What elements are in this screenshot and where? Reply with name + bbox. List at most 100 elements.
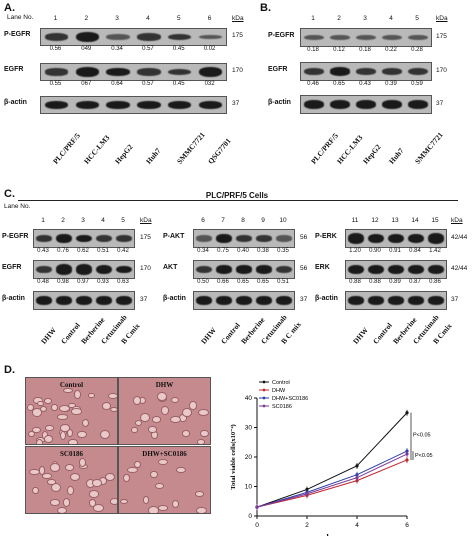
kda-value: 37 [140,295,148,303]
growth-chart: 0 10 20 30 40 0 2 4 6 days Total viable cells(x10⁻… [230,380,433,536]
densitometry-value: 0.88 [369,279,381,285]
lane-number: 3 [115,15,119,22]
band [276,265,292,274]
lane-number: 4 [146,15,150,22]
densitometry-value: 0.56 [49,46,62,52]
band [198,67,223,77]
cell [88,392,96,399]
cell [104,472,116,481]
band [348,264,364,275]
x-axis-label: days [324,533,340,536]
band [198,34,223,40]
band [368,296,384,305]
lane-number: 3 [81,217,85,224]
sample-label: DHW [39,325,58,346]
band [382,100,402,109]
densitometry-value: 0.55 [49,81,62,87]
band [96,296,112,305]
cell [63,388,74,394]
band [408,264,424,275]
row-label: P-AKT [163,232,185,240]
data-point [355,476,359,480]
densitometry-value: 1.42 [429,248,441,254]
cell [68,438,78,444]
cell [157,392,167,401]
cell [196,506,207,513]
band [304,100,324,109]
cell [39,405,48,413]
blot-strip [300,62,432,81]
blot-strip [40,63,227,81]
lane-number: 5 [176,15,181,22]
densitometry-value: 0.46 [307,81,319,87]
densitometry-value: 0.18 [307,47,319,53]
cell [35,439,43,444]
y-tick-label: 30 [245,425,253,432]
cell [78,458,86,468]
cell [134,461,141,469]
sample-label: Control [219,320,242,346]
lane-number: 8 [241,217,245,224]
densitometry-value: 0.28 [411,47,423,53]
cell [32,426,41,434]
band [348,233,364,244]
sample-label: HepG2 [361,142,383,166]
data-point [355,464,359,468]
band [428,264,444,275]
cell [151,416,161,423]
micrograph-label: Control [59,381,84,389]
band [137,68,161,76]
band [116,296,132,305]
cell [32,486,39,494]
row-label: EGFR [268,65,288,73]
blot-strip [345,291,447,310]
band [56,234,72,243]
data-point [305,492,309,496]
band [236,296,252,305]
band [388,264,404,275]
sample-label: Control [371,320,394,346]
band [44,101,69,109]
densitometry-value: 0.42 [117,248,129,254]
cell [198,408,209,416]
lane-number: 1 [311,15,315,22]
band [382,34,402,41]
densitometry-value: 0.97 [77,279,89,285]
cell [188,401,198,411]
series-line [256,459,408,508]
cell [102,402,112,410]
densitometry-value: 0.66 [217,279,229,285]
sample-label: HepG2 [113,142,135,166]
band [428,296,444,305]
band [256,235,272,242]
data-point [405,411,409,415]
cell [57,414,68,420]
lane-number: 4 [101,217,105,224]
densitometry-value: 0.34 [111,46,123,52]
row-label: β-actin [163,294,186,302]
band [330,67,350,76]
kda-value: 175 [232,32,243,39]
band [330,35,350,40]
row-label: EGFR [4,66,24,73]
cell [50,499,61,506]
cell [38,466,45,475]
cell [59,423,71,432]
lane-number: 1 [53,15,58,22]
densitometry-value: 0.18 [359,47,371,53]
band [168,101,192,109]
cell [66,486,75,496]
band [76,296,92,305]
densitometry-value: 049 [81,46,92,52]
x-tick-label: 0 [255,522,259,529]
cell [133,395,142,405]
blot-strip [193,260,295,279]
band [196,235,212,242]
band [408,100,428,109]
band [408,296,424,305]
band [408,233,424,244]
densitometry-value: 0.45 [172,46,185,52]
cell [28,431,36,438]
band [408,34,428,41]
kda-value: 37 [300,295,308,303]
